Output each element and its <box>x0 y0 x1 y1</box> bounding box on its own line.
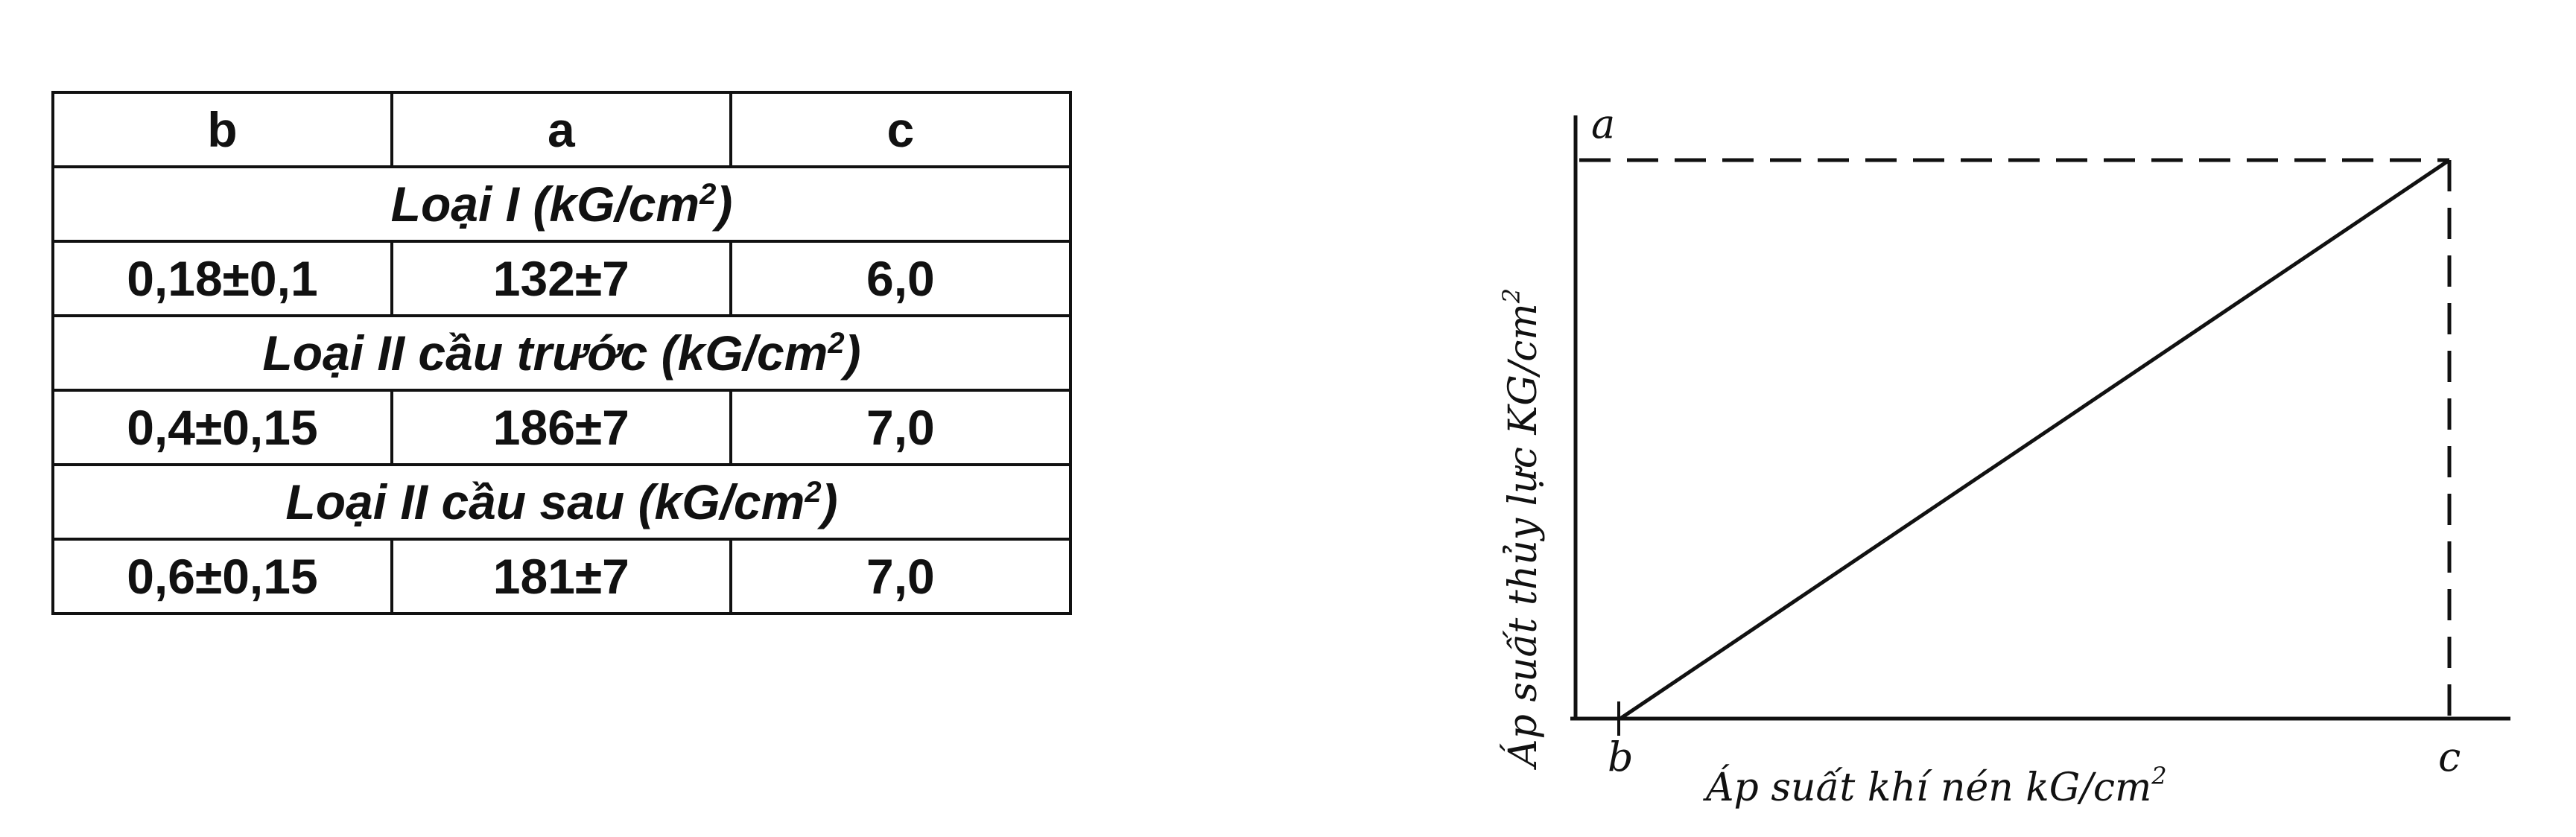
pressure-diagram: a b c Áp suất khí nén kG/cm2 Áp suất thủ… <box>1497 101 2510 810</box>
cell-c: 7,0 <box>729 538 1073 615</box>
group-row-1: Loại I (kG/cm2) <box>51 165 1072 243</box>
label-c: c <box>2438 733 2461 780</box>
cell-a: 132±7 <box>390 240 732 317</box>
table-row: 0,4±0,15 186±7 7,0 <box>51 389 1073 466</box>
y-axis-label: Áp suất thủy lực KG/cm2 <box>1497 288 1546 770</box>
cell-a: 186±7 <box>390 389 732 466</box>
header-b: b <box>51 91 393 168</box>
table-row: 0,6±0,15 181±7 7,0 <box>51 538 1073 615</box>
characteristic-line <box>1619 158 2451 721</box>
group-title-2: Loại II cầu trước (kG/cm2) <box>51 314 1072 392</box>
group-row-2: Loại II cầu trước (kG/cm2) <box>51 314 1072 392</box>
label-a: a <box>1591 101 1615 147</box>
cell-b: 0,6±0,15 <box>51 538 393 615</box>
pressure-table: b a c Loại I (kG/cm2) 0,18±0,1 132±7 6,0… <box>51 91 1073 615</box>
cell-b: 0,4±0,15 <box>51 389 393 466</box>
header-a: a <box>390 91 732 168</box>
table-row: 0,18±0,1 132±7 6,0 <box>51 240 1073 317</box>
cell-c: 7,0 <box>729 389 1073 466</box>
cell-b: 0,18±0,1 <box>51 240 393 317</box>
cell-c: 6,0 <box>729 240 1073 317</box>
group-title-3: Loại II cầu sau (kG/cm2) <box>51 463 1072 541</box>
label-b: b <box>1608 733 1634 780</box>
x-axis-label: Áp suất khí nén kG/cm2 <box>1703 762 2167 810</box>
group-title-1: Loại I (kG/cm2) <box>51 165 1072 243</box>
cell-a: 181±7 <box>390 538 732 615</box>
header-c: c <box>729 91 1073 168</box>
group-row-3: Loại II cầu sau (kG/cm2) <box>51 463 1072 541</box>
table-header-row: b a c <box>51 91 1073 168</box>
